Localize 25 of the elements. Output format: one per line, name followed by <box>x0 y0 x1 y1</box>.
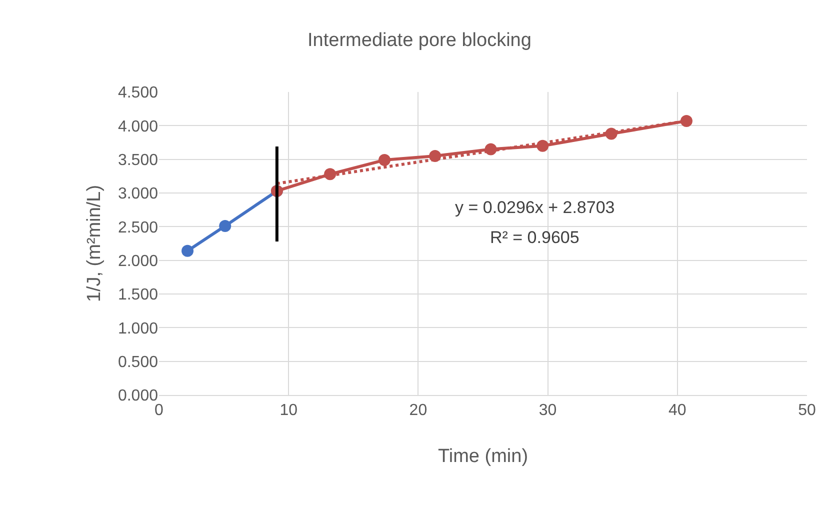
point <box>219 220 232 232</box>
point <box>378 154 390 166</box>
y-tick-label: 4.000 <box>118 118 158 136</box>
y-tick-label: 4.500 <box>118 84 158 102</box>
y-axis-title: 1/J, (m²min/L) <box>84 184 105 302</box>
x-tick-label: 10 <box>280 402 298 420</box>
y-tick-label: 1.000 <box>118 320 158 338</box>
x-tick-label: 0 <box>154 402 164 420</box>
y-tick-label: 2.500 <box>118 219 158 236</box>
y-tick-label: 3.000 <box>118 186 158 203</box>
annotation: y = 0.0296x + 2.8703 <box>455 198 615 217</box>
y-tick-label: 1.500 <box>118 286 158 304</box>
y-tick-label: 0.000 <box>118 388 158 405</box>
point <box>680 114 692 127</box>
annotation: R² = 0.9605 <box>490 228 580 247</box>
x-tick-label: 40 <box>668 402 686 420</box>
y-tick-label: 0.500 <box>118 354 158 371</box>
x-axis-title: Time (min) <box>438 446 528 467</box>
y-tick-label: 3.500 <box>118 152 158 169</box>
y-tick-label: 2.000 <box>118 252 158 270</box>
chart-title: Intermediate pore blocking <box>308 30 532 52</box>
x-tick-label: 30 <box>538 402 557 420</box>
x-tick-label: 20 <box>409 402 428 420</box>
point <box>182 244 194 257</box>
x-tick-label: 50 <box>798 402 816 420</box>
